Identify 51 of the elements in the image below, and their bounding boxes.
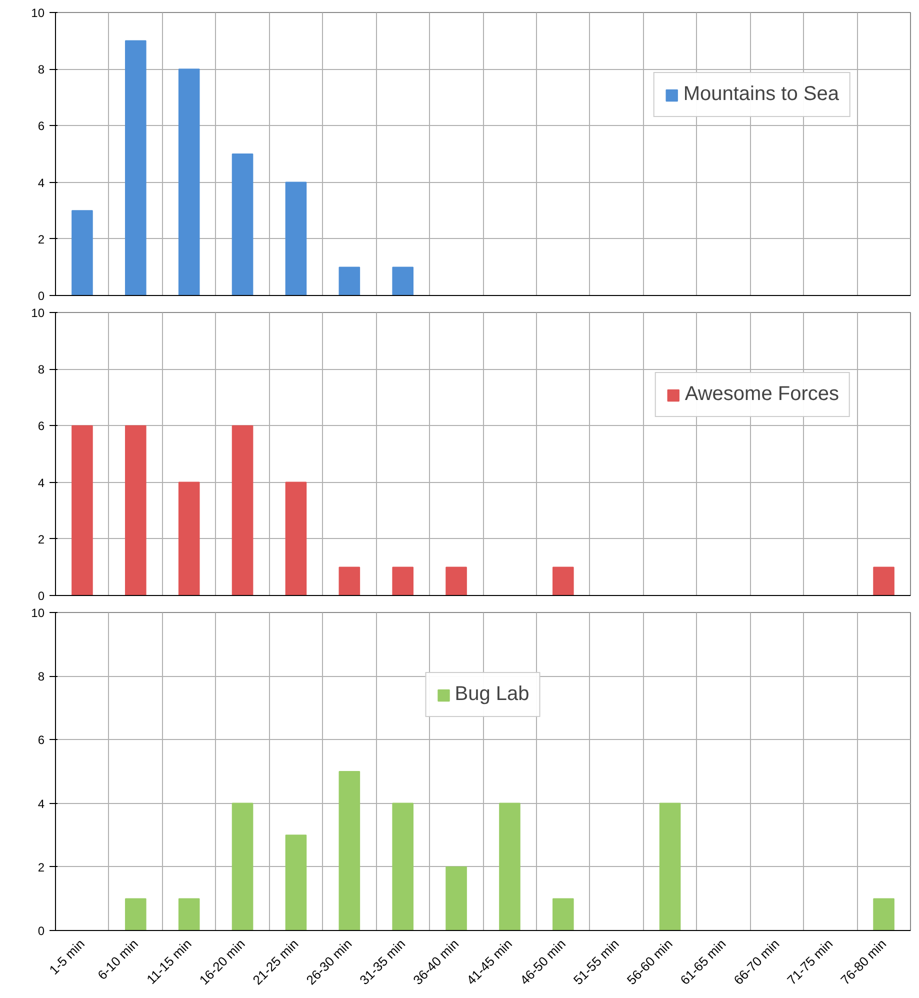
bar: [178, 482, 200, 596]
bar: [125, 898, 146, 930]
bar: [446, 566, 467, 596]
y-tick-label: 4: [38, 176, 45, 190]
y-tick-label: 6: [38, 733, 45, 748]
y-tick-label: 6: [38, 419, 45, 434]
bar: [178, 898, 200, 930]
legend-label: Awesome Forces: [684, 383, 839, 406]
bar: [392, 566, 414, 596]
legend-label: Mountains to Sea: [683, 83, 839, 106]
bar: [178, 68, 200, 296]
y-tick-label: 0: [38, 924, 45, 938]
bar: [392, 266, 414, 296]
y-tick-label: 0: [38, 589, 45, 603]
bar: [873, 566, 894, 596]
y-tick-label: 10: [31, 306, 45, 320]
bar: [72, 210, 93, 296]
legend-label: Bug Lab: [454, 683, 530, 706]
bar: [72, 425, 93, 596]
bar: [446, 866, 467, 930]
y-tick-label: 10: [31, 606, 45, 620]
bar: [125, 425, 146, 596]
bar: [499, 802, 520, 930]
bar: [232, 425, 254, 596]
x-tick-label: 6-10 min: [94, 936, 141, 983]
y-tick-label: 10: [31, 6, 45, 20]
y-tick-label: 4: [38, 476, 45, 490]
y-tick-label: 8: [38, 362, 45, 377]
y-tick-label: 6: [38, 119, 45, 134]
bar: [338, 266, 360, 296]
y-tick-label: 8: [38, 62, 45, 77]
x-tick-label: 1-5 min: [46, 936, 88, 978]
bar: [125, 40, 146, 296]
bar: [232, 154, 254, 296]
bar: [552, 566, 574, 596]
bar: [873, 898, 894, 930]
y-tick-label: 2: [38, 860, 45, 874]
bar: [285, 834, 307, 930]
y-tick-label: 2: [38, 532, 45, 546]
y-tick-label: 2: [38, 232, 45, 246]
y-tick-label: 4: [38, 796, 45, 811]
bar: [232, 802, 254, 930]
bar: [659, 802, 681, 930]
bar: [552, 898, 574, 930]
bar: [338, 771, 360, 930]
y-tick-label: 0: [38, 289, 45, 303]
bar: [392, 802, 414, 930]
bar: [285, 482, 307, 596]
bar: [338, 566, 360, 596]
y-tick-label: 8: [38, 670, 45, 684]
bar: [285, 182, 307, 296]
